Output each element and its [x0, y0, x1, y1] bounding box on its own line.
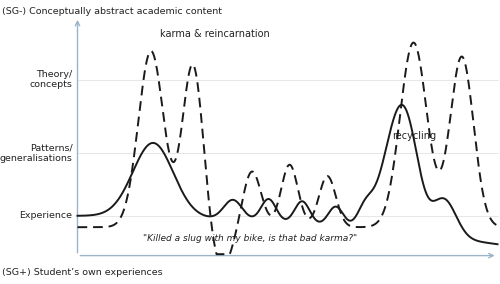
Text: Experience: Experience [20, 211, 72, 220]
Text: Theory/
concepts: Theory/ concepts [30, 70, 72, 89]
Text: Patterns/
generalisations: Patterns/ generalisations [0, 144, 72, 163]
Text: (SG+) Student’s own experiences: (SG+) Student’s own experiences [2, 268, 163, 277]
Text: (SG-) Conceptually abstract academic content: (SG-) Conceptually abstract academic con… [2, 7, 222, 16]
Text: "Killed a slug with my bike, is that bad karma?": "Killed a slug with my bike, is that bad… [143, 234, 357, 243]
Text: recycling: recycling [392, 131, 436, 141]
Text: karma & reincarnation: karma & reincarnation [160, 29, 270, 39]
